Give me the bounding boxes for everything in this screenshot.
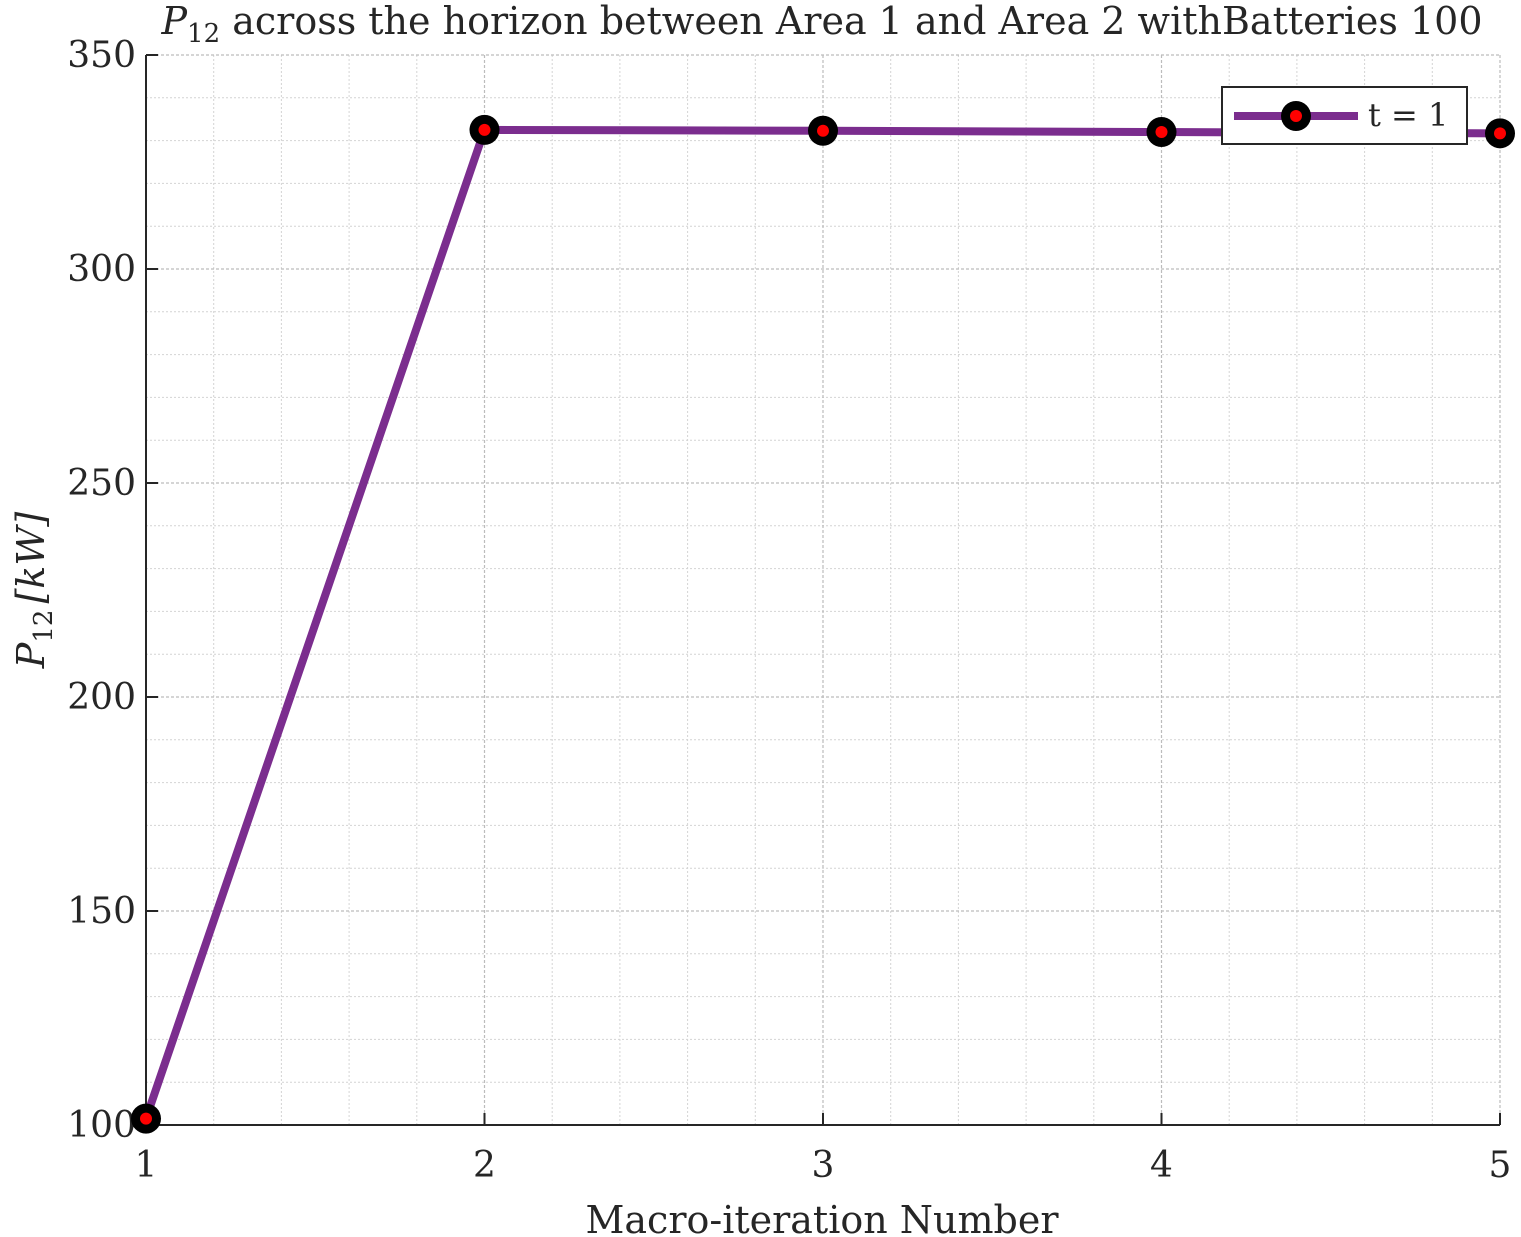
x-axis-label: Macro-iteration Number <box>585 1198 1059 1237</box>
x-tick-label: 1 <box>135 1145 158 1186</box>
axes <box>145 54 1501 1126</box>
y-tick-label: 350 <box>67 35 136 76</box>
y-tick-label: 200 <box>67 677 136 718</box>
chart-title: P12 across the horizon between Area 1 an… <box>160 0 1482 49</box>
y-tick-label: 100 <box>67 1105 136 1146</box>
y-tick-label: 250 <box>67 463 136 504</box>
y-tick-label: 150 <box>67 891 136 932</box>
x-tick-label: 5 <box>1489 1145 1512 1186</box>
legend-marker-inner <box>1290 110 1302 122</box>
legend-label: t = 1 <box>1368 96 1448 134</box>
x-tick-label: 3 <box>812 1145 835 1186</box>
data-point-inner <box>1155 126 1168 139</box>
y-tick-label: 300 <box>67 249 136 290</box>
legend: t = 1 <box>1221 86 1468 145</box>
x-tick-label: 4 <box>1150 1145 1173 1186</box>
data-point-inner <box>478 123 491 136</box>
y-axis-label: P12[kW] <box>9 512 59 670</box>
data-point-inner <box>1494 127 1506 140</box>
data-point-inner <box>817 124 829 137</box>
data-point-inner <box>140 1112 152 1125</box>
x-tick-label: 2 <box>473 1145 496 1186</box>
x-tick-labels: 1 2 3 4 5 <box>135 1145 1512 1186</box>
y-tick-labels: 100 150 200 250 300 350 <box>67 35 136 1146</box>
